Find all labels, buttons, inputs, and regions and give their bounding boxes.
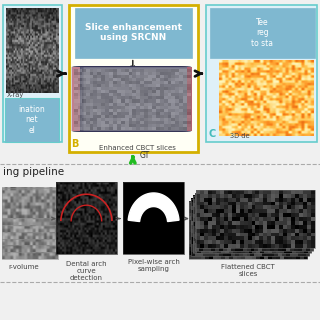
Text: ing pipeline: ing pipeline — [3, 167, 64, 177]
Bar — [2, 229, 58, 259]
Bar — [123, 182, 184, 254]
Bar — [79, 67, 188, 131]
Text: Slice enhancement
using SRCNN: Slice enhancement using SRCNN — [85, 23, 182, 43]
Bar — [80, 67, 189, 131]
Bar — [73, 67, 181, 131]
Bar — [81, 67, 189, 131]
Text: GT: GT — [139, 151, 149, 160]
Text: B: B — [71, 139, 78, 149]
Bar — [77, 67, 186, 131]
Bar — [75, 67, 183, 131]
Text: C: C — [209, 129, 216, 139]
Bar — [78, 67, 187, 131]
Bar — [2, 195, 58, 225]
Bar — [76, 67, 185, 131]
Bar — [2, 201, 58, 232]
Bar — [193, 196, 311, 253]
Bar — [73, 67, 182, 131]
Bar — [2, 208, 58, 239]
Bar — [74, 67, 183, 131]
Text: Flattened CBCT
slices: Flattened CBCT slices — [221, 264, 275, 277]
Bar — [56, 182, 117, 254]
Bar — [69, 5, 198, 152]
Text: r-volume: r-volume — [9, 264, 39, 270]
Bar — [76, 67, 185, 131]
Polygon shape — [128, 193, 179, 221]
Text: cted
X-ray: cted X-ray — [6, 85, 24, 98]
Bar — [75, 67, 184, 131]
Bar — [5, 98, 59, 142]
Text: 3D de: 3D de — [230, 133, 250, 139]
Bar — [75, 8, 192, 58]
Bar — [72, 67, 80, 131]
Bar — [79, 67, 188, 131]
Bar — [210, 8, 315, 58]
Bar — [2, 188, 58, 218]
Bar — [187, 67, 192, 131]
Bar — [77, 67, 186, 131]
Bar — [191, 199, 309, 256]
Bar — [2, 215, 58, 245]
Bar — [206, 5, 317, 142]
Bar — [195, 193, 313, 251]
Bar — [83, 67, 191, 131]
Text: Tee
reg
to sta: Tee reg to sta — [252, 18, 273, 48]
Text: Dental arch
curve
detection: Dental arch curve detection — [66, 261, 107, 281]
Bar — [189, 202, 307, 259]
Bar — [3, 5, 62, 142]
Bar — [2, 222, 58, 252]
Bar — [72, 67, 181, 131]
Bar — [81, 67, 190, 131]
Bar — [82, 67, 191, 131]
Bar — [196, 190, 315, 248]
Text: Enhanced CBCT slices: Enhanced CBCT slices — [99, 145, 176, 151]
Text: ination
net
el: ination net el — [19, 105, 45, 135]
Text: Pixel-wise arch
sampling: Pixel-wise arch sampling — [128, 259, 180, 272]
